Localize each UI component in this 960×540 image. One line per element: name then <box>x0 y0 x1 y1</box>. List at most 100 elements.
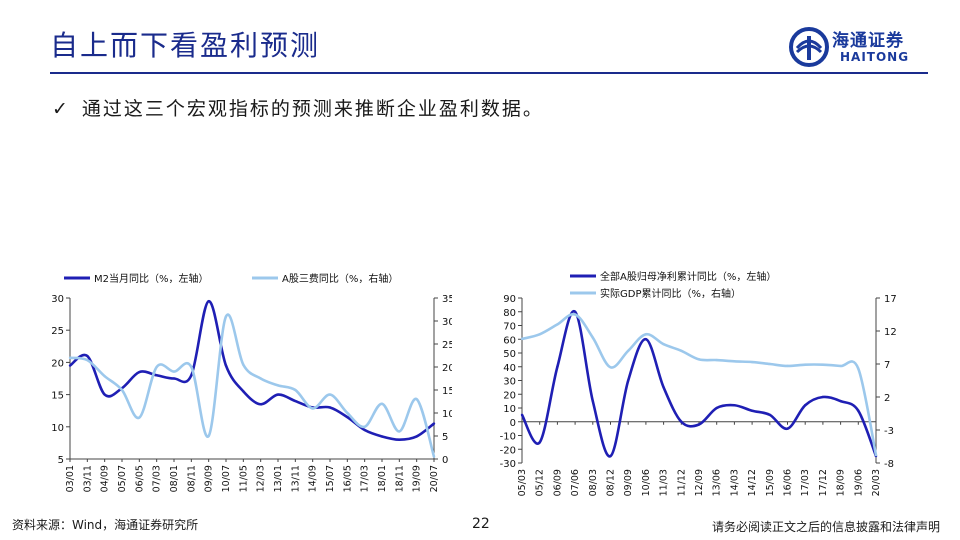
right-tick-label: 15 <box>442 386 452 397</box>
left-chart-series-1-point <box>68 364 72 367</box>
x-tick-label: 13/06 <box>712 469 723 496</box>
x-tick-label: 16/05 <box>342 465 353 492</box>
left-chart-series-2-point <box>242 363 245 366</box>
left-chart-series-1-point <box>415 435 418 438</box>
left-tick-label: 20 <box>51 358 64 369</box>
right-chart-series-1-point <box>520 413 524 417</box>
right-chart-series-2-point <box>857 367 860 370</box>
right-chart-series-1-point <box>556 365 559 368</box>
haitong-emblem-icon <box>789 27 829 67</box>
right-chart-series-2-point <box>680 349 683 352</box>
source-note: 资料来源：Wind，海通证券研究所 <box>12 518 199 532</box>
haitong-logo: 海通证券 HAITONG <box>788 24 938 70</box>
right-chart-series-1-point <box>662 386 665 389</box>
left-chart-series-1-point <box>276 393 280 396</box>
right-chart-series-2-point <box>573 313 577 316</box>
x-tick-label: 19/09 <box>412 465 423 492</box>
x-tick-label: 05/03 <box>517 469 528 496</box>
right-chart-series-2-point <box>697 358 701 361</box>
x-tick-label: 07/06 <box>570 469 581 496</box>
x-tick-label: 14/03 <box>729 469 740 496</box>
left-tick-label: 60 <box>503 335 516 346</box>
x-tick-label: 17/03 <box>800 469 811 496</box>
right-chart-series-1-point <box>839 399 842 403</box>
right-chart-series-1-point <box>680 420 683 423</box>
right-chart-series-2-point <box>750 360 754 364</box>
right-chart-series-1-point <box>538 441 541 444</box>
right-tick-label: 0 <box>442 455 448 466</box>
left-tick-label: 20 <box>503 390 516 401</box>
left-chart-series-2-point <box>432 455 436 458</box>
x-tick-label: 12/09 <box>694 469 705 496</box>
right-chart-series-2-point <box>662 343 665 346</box>
right-chart-series-1-point <box>768 413 771 417</box>
x-tick-label: 11/12 <box>676 469 687 496</box>
left-tick-label: 30 <box>503 377 516 388</box>
right-chart-series-2-point <box>556 323 559 326</box>
right-tick-label: 30 <box>442 317 452 328</box>
x-tick-label: 13/11 <box>290 465 301 492</box>
left-tick-label: 80 <box>503 308 516 319</box>
left-tick-label: 10 <box>51 423 64 434</box>
x-tick-label: 18/11 <box>394 465 405 492</box>
right-tick-label: 12 <box>884 327 897 338</box>
right-chart-series-2-point <box>839 364 842 368</box>
left-chart-series-1-point <box>86 354 89 358</box>
left-chart-series-1-point <box>398 438 401 441</box>
x-tick-label: 08/01 <box>169 465 180 492</box>
left-chart-series-1-point <box>103 393 106 396</box>
left-chart-series-2-point <box>259 377 262 380</box>
x-tick-label: 11/05 <box>238 465 249 492</box>
right-chart-series-1-point <box>750 409 754 412</box>
left-chart-series-1-point <box>207 300 210 303</box>
left-chart-series-2-point <box>380 402 384 405</box>
left-tick-label: 40 <box>503 363 516 374</box>
m2-vs-expense-chart: M2当月同比（%，左轴） A股三费同比（%，右轴） 5 10 15 20 25 30 0 5 10 1… <box>51 272 452 492</box>
left-chart-series-line-1 <box>69 299 435 441</box>
bullet-point: ✓ 通过这三个宏观指标的预测来推断企业盈利数据。 <box>52 94 544 121</box>
left-tick-label: 5 <box>58 455 64 466</box>
left-tick-label: 10 <box>503 404 516 415</box>
logo-chinese-name: 海通证券 <box>832 31 904 51</box>
legend-label-1: M2当月同比（%，左轴） <box>94 272 209 285</box>
right-chart-series-1-point <box>627 379 630 382</box>
x-tick-label: 03/01 <box>65 465 76 492</box>
legend-label-1: 全部A股归母净利累计同比（%，左轴） <box>600 270 776 283</box>
right-chart-series-2-point <box>874 453 878 457</box>
left-tick-label: 70 <box>503 322 516 333</box>
left-chart-series-line-2 <box>69 313 436 458</box>
left-chart-series-1-point <box>363 428 366 432</box>
title-divider <box>50 72 928 74</box>
right-tick-label: -8 <box>884 459 894 470</box>
left-chart-series-2-point <box>276 384 280 387</box>
x-tick-label: 08/12 <box>606 469 617 496</box>
left-tick-label: 0 <box>510 418 516 429</box>
x-tick-label: 05/12 <box>535 469 546 496</box>
right-chart-series-2-point <box>644 333 648 336</box>
left-chart-series-2-point <box>398 430 401 433</box>
right-chart-series-1-point <box>697 423 701 426</box>
left-tick-label: 15 <box>51 391 64 402</box>
x-tick-label: 20/03 <box>871 469 882 496</box>
right-chart-series-2-point <box>768 362 771 366</box>
right-chart-series-2-point <box>715 358 718 362</box>
left-tick-label: 90 <box>503 294 516 305</box>
right-tick-label: 10 <box>442 409 452 420</box>
left-chart-series-2-point <box>138 416 141 419</box>
x-tick-label: 17/03 <box>360 465 371 492</box>
left-chart-series-1-point <box>328 406 332 409</box>
x-tick-label: 18/01 <box>377 465 388 492</box>
right-chart-series-2-point <box>520 337 524 341</box>
page-title: 自上而下看盈利预测 <box>50 29 321 62</box>
left-chart-series-1-point <box>242 390 245 393</box>
left-chart-series-1-point <box>155 374 158 377</box>
right-tick-label: 5 <box>442 432 448 443</box>
right-chart-series-2-point <box>821 363 825 366</box>
x-tick-label: 18/09 <box>836 469 847 496</box>
x-tick-label: 09/09 <box>204 465 215 492</box>
right-chart-series-line-2 <box>521 312 878 456</box>
right-chart-series-1-point <box>573 310 577 313</box>
right-chart-series-2-point <box>609 366 612 369</box>
right-chart-series-1-point <box>644 338 648 341</box>
left-chart-series-2-point <box>190 365 193 369</box>
